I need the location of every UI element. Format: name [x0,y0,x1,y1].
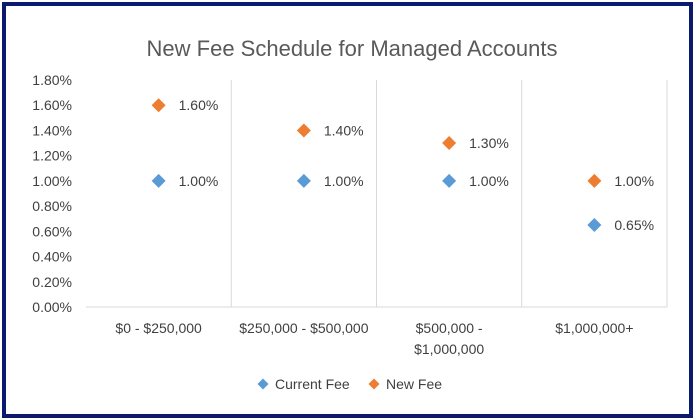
legend-label-current-fee: Current Fee [275,376,350,392]
data-point-new-fee[interactable] [587,173,602,188]
data-labels: 1.00% 1.00% 1.00% 0.65% 1.60% 1.40% 1.30% 1.00% [179,97,654,233]
y-axis-tick-labels: 0.00% 0.20% 0.40% 0.60% 0.80% 1.00% 1.20% 1.40%… [32,72,72,315]
y-tick-label: 1.20% [32,148,72,164]
y-tick-label: 0.80% [32,198,72,214]
data-label-current-fee: 0.65% [614,217,654,233]
y-tick-label: 1.40% [32,122,72,138]
x-category-label: $250,000 - $500,000 [239,320,368,336]
x-category-label: $0 - $250,000 [115,320,202,336]
data-point-new-fee[interactable] [442,136,457,151]
legend-item-current-fee[interactable]: Current Fee [257,376,350,392]
data-points [151,98,602,233]
y-tick-label: 0.60% [32,223,72,239]
data-label-current-fee: 1.00% [324,173,364,189]
chart-title: New Fee Schedule for Managed Accounts [147,36,558,61]
y-tick-label: 1.60% [32,97,72,113]
legend-label-new-fee: New Fee [386,376,442,392]
data-point-new-fee[interactable] [296,123,311,138]
legend-item-new-fee[interactable]: New Fee [368,376,443,392]
legend-marker-new-fee [368,378,380,390]
y-tick-label: 1.80% [32,72,72,88]
y-tick-label: 0.20% [32,274,72,290]
x-category-label: $500,000 -$1,000,000 [414,320,484,357]
data-label-new-fee: 1.60% [179,97,219,113]
data-label-current-fee: 1.00% [469,173,509,189]
legend-marker-current-fee [257,378,269,390]
data-point-current-fee[interactable] [587,218,602,233]
data-label-current-fee: 1.00% [179,173,219,189]
legend: Current Fee New Fee [257,376,443,392]
data-label-new-fee: 1.30% [469,135,509,151]
x-axis-category-labels: $0 - $250,000 $250,000 - $500,000 $500,000… [115,320,633,357]
data-point-new-fee[interactable] [151,98,166,113]
gridlines [230,80,668,307]
scatter-chart: New Fee Schedule for Managed Accounts 0.… [32,36,668,392]
x-category-label: $1,000,000+ [555,320,633,336]
data-point-current-fee[interactable] [151,173,166,188]
data-label-new-fee: 1.00% [614,173,654,189]
y-tick-label: 1.00% [32,173,72,189]
data-point-current-fee[interactable] [442,173,457,188]
y-tick-label: 0.40% [32,249,72,265]
data-point-current-fee[interactable] [296,173,311,188]
y-tick-label: 0.00% [32,299,72,315]
data-label-new-fee: 1.40% [324,122,364,138]
